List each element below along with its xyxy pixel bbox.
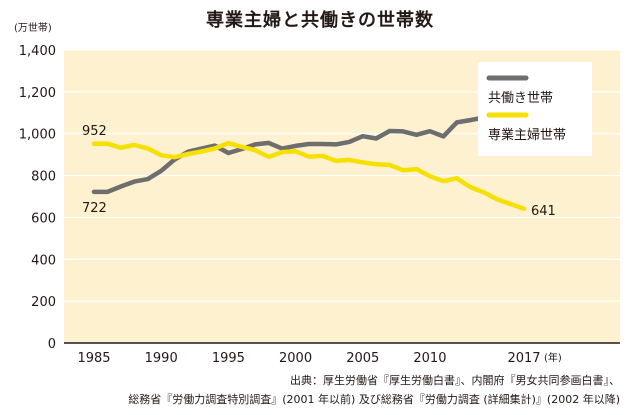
- legend-label: 共働き世帯: [488, 91, 553, 106]
- start-value-label: 722: [82, 201, 107, 216]
- start-value-label: 952: [82, 124, 107, 139]
- x-tick-label: 1985: [77, 351, 110, 366]
- chart-title: 専業主婦と共働きの世帯数: [206, 10, 434, 31]
- series-group: [91, 92, 527, 212]
- x-tick-label: 1995: [212, 351, 245, 366]
- y-tick-label: 400: [31, 253, 56, 268]
- source-line-2: 総務省『労働力調査特別調査』(2001 年以前) 及び総務省『労働力調査 (詳細…: [128, 393, 620, 406]
- x-tick-label: 2010: [413, 351, 446, 366]
- series-line-2: [91, 140, 527, 212]
- y-tick-label: 0: [48, 337, 56, 352]
- legend-label: 専業主婦世帯: [488, 127, 566, 143]
- x-axis-unit: (年): [544, 351, 562, 364]
- end-value-label: 641: [531, 204, 556, 219]
- y-tick-label: 800: [31, 170, 56, 185]
- source-line-1: 出典：厚生労働省『厚生労働白書』、内閣府『男女共同参画白書』、: [290, 374, 620, 387]
- series-line-1: [91, 92, 527, 195]
- y-axis-ticks: 0 200 400 600 800 1,000 1,200 1,400: [19, 44, 56, 352]
- y-tick-label: 1,000: [19, 128, 56, 143]
- y-tick-label: 600: [31, 211, 56, 226]
- source-note: 出典：厚生労働省『厚生労働白書』、内閣府『男女共同参画白書』、 総務省『労働力調…: [128, 371, 620, 409]
- legend-box: [478, 62, 592, 156]
- x-tick-label: 1990: [145, 351, 178, 366]
- gridlines: [64, 49, 620, 344]
- y-tick-label: 200: [31, 295, 56, 310]
- y-axis-unit: (万世帯): [14, 21, 52, 34]
- y-tick-label: 1,200: [19, 86, 56, 101]
- x-tick-label: 2005: [346, 351, 379, 366]
- line-chart: 0 200 400 600 800 1,000 1,200 1,400 1985 1990 199…: [14, 21, 620, 366]
- x-tick-label: 2017: [507, 351, 540, 366]
- y-tick-label: 1,400: [19, 44, 56, 59]
- x-tick-label: 2000: [279, 351, 312, 366]
- x-axis-ticks: 1985 1990 1995 2000 2005 2010 2017: [77, 351, 540, 366]
